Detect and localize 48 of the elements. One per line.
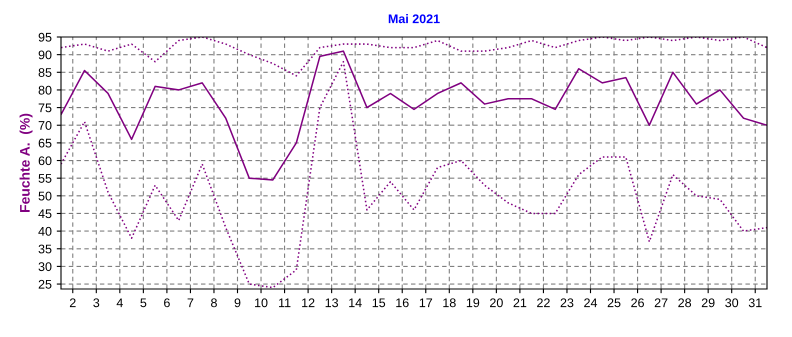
x-tick-label: 10 [255, 298, 268, 308]
x-tick-label: 8 [211, 298, 217, 308]
x-tick-label: 13 [326, 298, 338, 308]
x-tick-label: 25 [608, 298, 620, 308]
y-tick-label: 60 [38, 156, 52, 166]
chart-title: Mai 2021 [388, 14, 440, 24]
y-tick-label: 80 [38, 86, 52, 95]
y-tick-label: 65 [38, 138, 52, 148]
x-tick-label: 28 [678, 298, 692, 308]
x-tick-label: 21 [514, 298, 526, 308]
x-tick-label: 11 [279, 298, 290, 308]
x-tick-label: 5 [140, 298, 146, 308]
x-tick-label: 27 [654, 298, 668, 308]
x-tick-label: 2 [70, 298, 76, 308]
y-tick-label: 50 [38, 192, 52, 200]
x-tick-label: 6 [164, 298, 170, 308]
y-tick-label: 95 [38, 32, 52, 42]
x-tick-label: 30 [725, 298, 738, 308]
x-tick-label: 29 [702, 298, 715, 308]
y-tick-label: 55 [38, 174, 52, 183]
x-tick-label: 18 [443, 298, 456, 308]
x-tick-label: 9 [234, 298, 240, 308]
y-tick-label: 30 [38, 262, 52, 272]
x-tick-label: 26 [631, 298, 644, 308]
x-tick-label: 23 [560, 298, 574, 308]
y-tick-label: 40 [38, 226, 52, 236]
x-tick-label: 4 [116, 298, 123, 308]
x-tick-label: 3 [93, 298, 100, 308]
x-tick-label: 22 [537, 298, 550, 308]
x-tick-label: 19 [466, 298, 480, 308]
x-tick-label: 7 [188, 298, 194, 308]
x-tick-label: 16 [396, 298, 409, 308]
y-tick-label: 90 [38, 50, 52, 60]
x-tick-label: 20 [490, 298, 503, 308]
x-tick-label: 24 [584, 298, 598, 308]
y-tick-label: 70 [38, 121, 52, 130]
y-tick-label: 85 [38, 68, 52, 77]
y-tick-label: 45 [38, 209, 52, 218]
y-tick-label: 75 [38, 104, 52, 112]
y-tick-label: 25 [38, 280, 52, 289]
x-tick-label: 14 [349, 298, 362, 308]
x-tick-label: 31 [748, 298, 762, 308]
y-tick-label: 35 [38, 244, 52, 254]
y-axis-title: Feuchte A. (%) [20, 114, 33, 212]
line-series [61, 50, 767, 181]
x-tick-label: 15 [372, 298, 386, 308]
x-tick-label: 17 [420, 298, 432, 308]
x-tick-label: 12 [302, 298, 314, 308]
